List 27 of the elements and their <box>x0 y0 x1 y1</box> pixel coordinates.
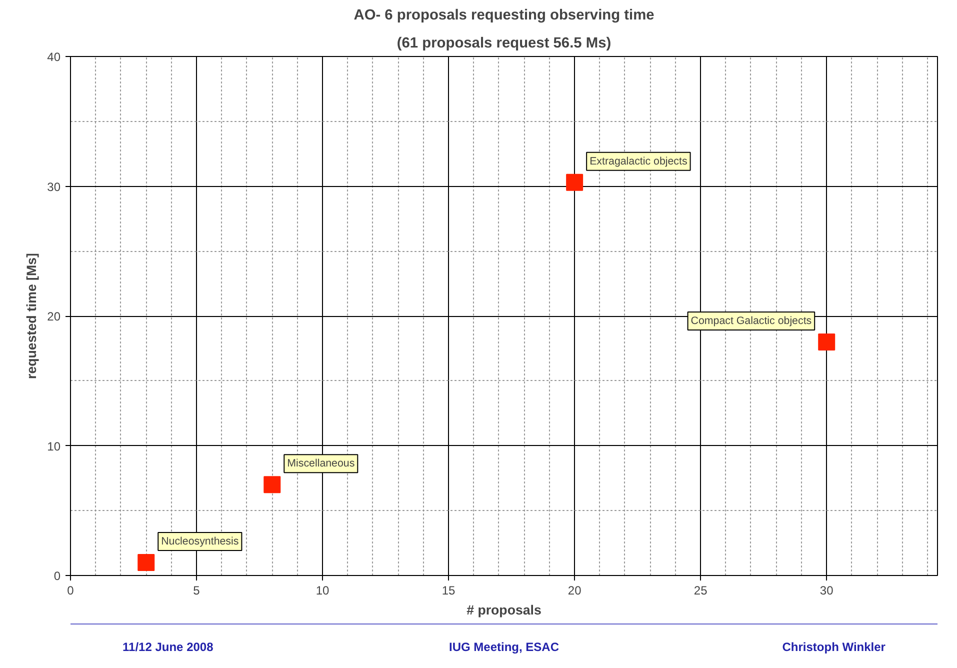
text: IUG Meeting, ESAC <box>448 640 560 654</box>
y-tick-label: 40 <box>47 50 61 64</box>
annotation: Compact Galactic objects <box>690 314 812 327</box>
point <box>138 554 155 572</box>
annotation: Nucleosynthesis <box>161 536 239 548</box>
annotation: Miscellaneous <box>287 458 355 470</box>
x-tick-label: 25 <box>694 584 708 598</box>
y-axis-title: requested time [Ms] <box>24 253 40 379</box>
point <box>264 476 281 494</box>
text: Christoph Winkler <box>782 640 886 654</box>
y-tick-label: 10 <box>47 439 61 454</box>
x-axis-title: # proposals <box>466 602 542 618</box>
text: 11/12 June 2008 <box>122 640 214 654</box>
y-tick-label: 30 <box>47 180 61 194</box>
chart-subtitle: (61 proposals request 56.5 Ms) <box>396 36 612 52</box>
annotation: Extragalactic objects <box>590 155 688 168</box>
x-tick-label: 10 <box>316 584 330 598</box>
chart-title: AO- 6 proposals requesting observing time <box>354 8 654 24</box>
point <box>818 333 836 350</box>
x-tick-label: 0 <box>67 584 74 598</box>
y-tick-label: 20 <box>47 310 61 324</box>
y-tick-label: 0 <box>54 569 61 583</box>
x-tick-label: 5 <box>193 584 200 598</box>
x-tick-label: 15 <box>442 584 456 598</box>
point <box>566 174 584 191</box>
x-tick-label: 30 <box>820 584 834 598</box>
x-tick-label: 20 <box>568 584 582 598</box>
